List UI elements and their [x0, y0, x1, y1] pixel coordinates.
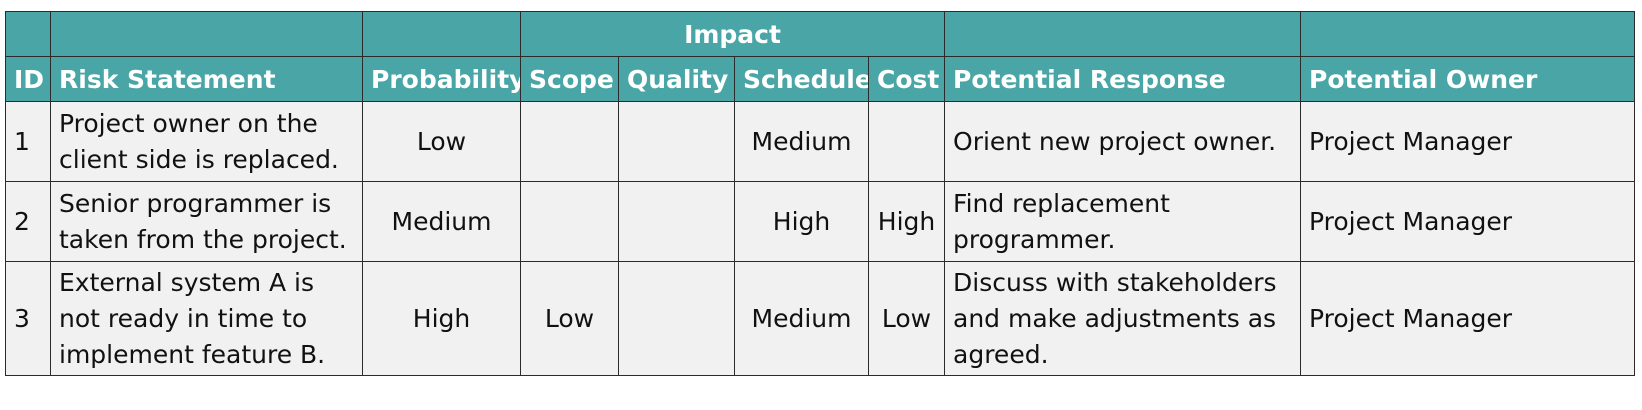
cell-risk-statement: Project owner on the client side is repl… — [50, 101, 363, 182]
cell-id: 1 — [5, 101, 51, 182]
cell-scope: Low — [520, 261, 619, 376]
cell-id: 2 — [5, 181, 51, 262]
column-header-potential-owner: Potential Owner — [1300, 56, 1636, 102]
column-header-potential-response: Potential Response — [944, 56, 1302, 102]
header-blank-response — [944, 11, 1302, 57]
column-header-schedule: Schedule — [734, 56, 869, 102]
impact-group-header: Impact — [519, 11, 946, 57]
group-header-row: Impact — [5, 11, 1636, 57]
cell-scope — [520, 101, 619, 182]
cell-cost: Low — [867, 261, 946, 376]
header-blank-id — [5, 11, 51, 57]
cell-potential-owner: Project Manager — [1300, 181, 1636, 262]
table-row: 1 Project owner on the client side is re… — [5, 101, 1636, 182]
column-header-quality: Quality — [618, 56, 735, 102]
cell-probability: Low — [362, 101, 521, 182]
cell-quality — [618, 101, 735, 182]
column-header-risk-statement: Risk Statement — [50, 56, 363, 102]
cell-probability: Medium — [362, 181, 521, 262]
risk-register-table: Impact ID Risk Statement Probability Sco… — [5, 11, 1636, 376]
cell-risk-statement: External system A is not ready in time t… — [50, 261, 363, 376]
cell-cost — [867, 101, 946, 182]
column-header-row: ID Risk Statement Probability Scope Qual… — [5, 56, 1636, 102]
cell-probability: High — [362, 261, 521, 376]
column-header-cost: Cost — [867, 56, 946, 102]
cell-quality — [618, 261, 735, 376]
table-row: 3 External system A is not ready in time… — [5, 261, 1636, 376]
column-header-id: ID — [5, 56, 51, 102]
cell-potential-response: Discuss with stakeholders and make adjus… — [944, 261, 1302, 376]
cell-schedule: Medium — [734, 101, 869, 182]
cell-potential-owner: Project Manager — [1300, 261, 1636, 376]
column-header-probability: Probability — [362, 56, 521, 102]
cell-potential-response: Orient new project owner. — [944, 101, 1302, 182]
column-header-scope: Scope — [520, 56, 619, 102]
cell-quality — [618, 181, 735, 262]
cell-schedule: Medium — [734, 261, 869, 376]
header-blank-risk — [50, 11, 363, 57]
cell-potential-owner: Project Manager — [1300, 101, 1636, 182]
cell-cost: High — [867, 181, 946, 262]
cell-schedule: High — [734, 181, 869, 262]
header-blank-probability — [362, 11, 521, 57]
cell-potential-response: Find replacement programmer. — [944, 181, 1302, 262]
table-row: 2 Senior programmer is taken from the pr… — [5, 181, 1636, 262]
header-blank-owner — [1300, 11, 1636, 57]
cell-scope — [520, 181, 619, 262]
cell-id: 3 — [5, 261, 51, 376]
cell-risk-statement: Senior programmer is taken from the proj… — [50, 181, 363, 262]
